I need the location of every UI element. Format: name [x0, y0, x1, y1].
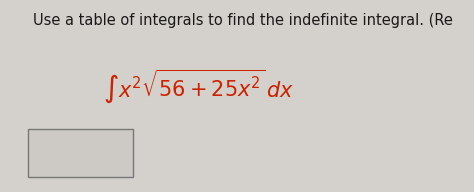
Text: $\int x^2\sqrt{56 + 25x^2}\, dx$: $\int x^2\sqrt{56 + 25x^2}\, dx$ [103, 68, 295, 105]
Text: Use a table of integrals to find the indefinite integral. (Re: Use a table of integrals to find the ind… [33, 13, 453, 28]
